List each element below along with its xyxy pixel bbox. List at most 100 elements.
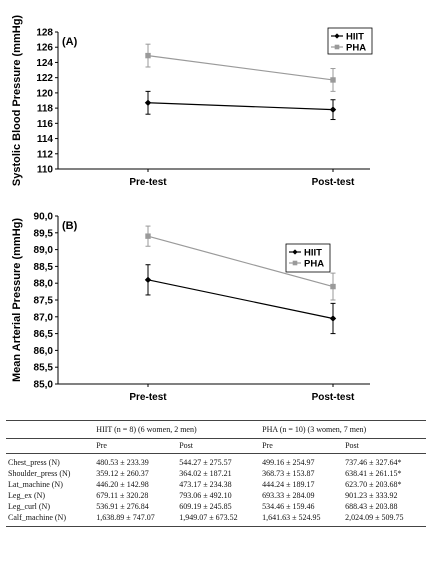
table-cell: 359.12 ± 260.37 bbox=[96, 469, 149, 478]
table-cell: Chest_press (N) bbox=[8, 458, 60, 467]
table-group-header: PHA (n = 10) (3 women, 7 men) bbox=[260, 420, 426, 439]
series-line bbox=[147, 235, 334, 288]
strength-table: HIIT (n = 8) (6 women, 2 men) PHA (n = 1… bbox=[6, 420, 426, 527]
table-cell: 446.20 ± 142.98 bbox=[96, 480, 149, 489]
x-tick-label: Post-test bbox=[312, 392, 355, 403]
table-cell: 534.46 ± 159.46 bbox=[262, 502, 315, 511]
table-row: Leg_ex (N) 679.11 ± 320.28 793.06 ± 492.… bbox=[6, 490, 426, 501]
series-line bbox=[147, 279, 334, 320]
panel-label: (A) bbox=[62, 36, 78, 48]
strength-table-container: HIIT (n = 8) (6 women, 2 men) PHA (n = 1… bbox=[6, 420, 426, 527]
table-cell: 536.91 ± 276.84 bbox=[96, 502, 149, 511]
y-tick-label: 87,5 bbox=[34, 296, 54, 307]
y-tick-label: 85,5 bbox=[34, 363, 54, 374]
legend-marker bbox=[334, 33, 340, 39]
table-sub-header: Post bbox=[177, 438, 261, 454]
table-row: Lat_machine (N) 446.20 ± 142.98 473.17 ±… bbox=[6, 479, 426, 490]
data-point bbox=[329, 315, 337, 322]
legend-box bbox=[285, 243, 331, 273]
table-cell: 364.02 ± 187.21 bbox=[179, 469, 232, 478]
table-cell: 623.70 ± 203.68* bbox=[345, 480, 402, 489]
table-cell: 544.27 ± 275.57 bbox=[179, 458, 232, 467]
y-tick-label: 110 bbox=[37, 165, 54, 176]
table-sub-header: Post bbox=[343, 438, 426, 454]
table-row: Calf_machine (N) 1,638.89 ± 747.07 1,949… bbox=[6, 512, 426, 527]
legend-label: HIIT bbox=[304, 248, 322, 259]
table-cell: 688.43 ± 203.88 bbox=[345, 502, 398, 511]
table-cell: Leg_curl (N) bbox=[8, 502, 50, 511]
table-row: Chest_press (N) 480.53 ± 233.39 544.27 ±… bbox=[6, 454, 426, 469]
x-tick-label: Pre-test bbox=[129, 392, 167, 403]
data-point bbox=[144, 99, 152, 106]
y-tick-label: 124 bbox=[36, 58, 53, 69]
table-row: Shoulder_press (N) 359.12 ± 260.37 364.0… bbox=[6, 468, 426, 479]
x-tick-label: Post-test bbox=[312, 177, 355, 188]
table-cell: 737.46 ± 327.64* bbox=[345, 458, 402, 467]
table-group-header bbox=[6, 420, 95, 439]
y-tick-label: 114 bbox=[37, 134, 54, 145]
table-cell: 499.16 ± 254.97 bbox=[262, 458, 315, 467]
table-cell: 368.73 ± 153.87 bbox=[262, 469, 315, 478]
figure: 110 112 114 116 118 120 122 124 126 128 Pre-test Po… bbox=[11, 15, 373, 403]
table-cell: 793.06 ± 492.10 bbox=[179, 491, 232, 500]
table-sub-header bbox=[6, 438, 95, 454]
table-row: Leg_curl (N) 536.91 ± 276.84 609.19 ± 24… bbox=[6, 501, 426, 512]
y-tick-label: 122 bbox=[36, 73, 53, 84]
y-axis-title: Mean Arterial Pressure (mmHg) bbox=[11, 218, 23, 382]
y-axis-title: Systolic Blood Pressure (mmHg) bbox=[11, 15, 23, 186]
table-cell: 480.53 ± 233.39 bbox=[96, 458, 149, 467]
table-cell: 638.41 ± 261.15* bbox=[345, 469, 402, 478]
table-sub-header-row: Pre Post Pre Post bbox=[6, 438, 426, 454]
table-cell: 1,949.07 ± 673.52 bbox=[177, 512, 261, 527]
table-cell: 609.19 ± 245.85 bbox=[179, 502, 232, 511]
table-cell: 901.23 ± 333.92 bbox=[345, 491, 398, 500]
y-tick-label: 88,5 bbox=[34, 262, 54, 273]
data-point bbox=[330, 77, 336, 83]
table-cell: Shoulder_press (N) bbox=[8, 469, 71, 478]
table-cell: 679.11 ± 320.28 bbox=[96, 491, 149, 500]
legend-box bbox=[327, 27, 373, 55]
y-tick-label: 120 bbox=[36, 88, 53, 99]
series-line bbox=[147, 54, 334, 81]
data-point bbox=[145, 233, 151, 239]
table-cell: 2,024.09 ± 509.75 bbox=[343, 512, 426, 527]
y-tick-label: 87,0 bbox=[34, 312, 54, 323]
data-point bbox=[329, 106, 337, 113]
legend-marker bbox=[292, 249, 298, 255]
table-cell: 693.33 ± 284.09 bbox=[262, 491, 315, 500]
y-tick-label: 128 bbox=[36, 28, 53, 39]
data-point bbox=[145, 52, 151, 59]
table-sub-header: Pre bbox=[94, 438, 178, 454]
panel-label: (B) bbox=[62, 220, 78, 232]
y-tick-label: 86,5 bbox=[34, 329, 54, 340]
y-tick-label: 89,0 bbox=[34, 245, 54, 256]
table-cell: 1,641.63 ± 524.95 bbox=[260, 512, 344, 527]
x-tick-label: Pre-test bbox=[129, 177, 167, 188]
y-tick-label: 116 bbox=[37, 119, 54, 130]
legend-marker bbox=[334, 44, 340, 50]
legend-marker bbox=[292, 260, 298, 266]
legend-label: PHA bbox=[304, 259, 324, 270]
data-point bbox=[330, 283, 336, 290]
y-tick-label: 118 bbox=[37, 104, 54, 115]
legend-label: HIIT bbox=[346, 32, 364, 43]
table-cell: 444.24 ± 189.17 bbox=[262, 480, 315, 489]
table-cell: Lat_machine (N) bbox=[8, 480, 63, 489]
table-cell: 1,638.89 ± 747.07 bbox=[94, 512, 178, 527]
series-line bbox=[147, 102, 334, 111]
table-group-header-row: HIIT (n = 8) (6 women, 2 men) PHA (n = 1… bbox=[6, 420, 426, 439]
legend-label: PHA bbox=[346, 43, 366, 54]
table-group-header: HIIT (n = 8) (6 women, 2 men) bbox=[94, 420, 261, 439]
y-tick-label: 86,0 bbox=[34, 346, 54, 357]
y-tick-label: 89,5 bbox=[34, 228, 54, 239]
y-tick-label: 112 bbox=[37, 149, 54, 160]
table-sub-header: Pre bbox=[260, 438, 344, 454]
table-cell: Calf_machine (N) bbox=[6, 512, 95, 527]
y-tick-label: 90,0 bbox=[34, 212, 54, 223]
table-cell: Leg_ex (N) bbox=[8, 491, 46, 500]
data-point bbox=[144, 276, 152, 284]
table-cell: 473.17 ± 234.38 bbox=[179, 480, 232, 489]
y-tick-label: 85,0 bbox=[34, 380, 54, 391]
y-tick-label: 126 bbox=[36, 43, 53, 54]
y-tick-label: 88,0 bbox=[34, 279, 54, 290]
